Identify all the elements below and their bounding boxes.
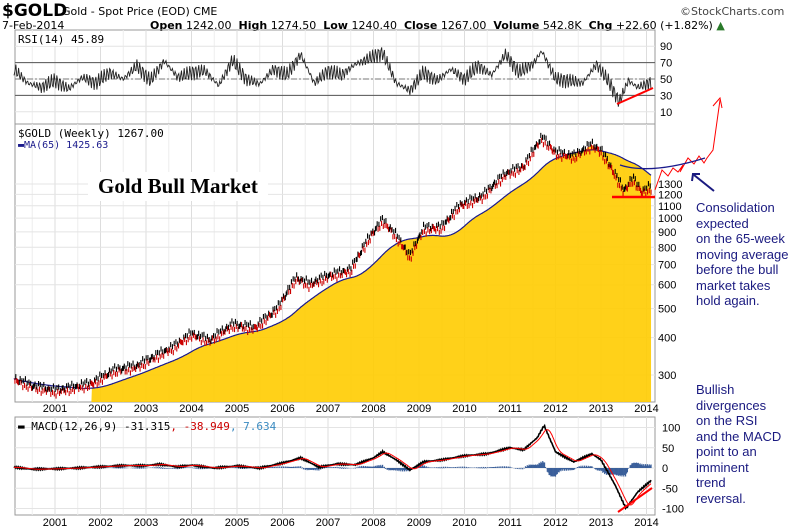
price-tick-label: 1100 — [658, 201, 682, 213]
price-tick-label: 800 — [658, 242, 676, 254]
x-tick-label-bottom: 2001 — [43, 517, 67, 529]
projection-arrowhead — [712, 96, 723, 109]
rsi-trendline — [616, 87, 654, 105]
price-tick-label: 700 — [658, 260, 676, 272]
pointer-arrowhead — [691, 173, 700, 182]
x-tick-label: 2001 — [43, 403, 67, 415]
rsi-legend: RSI(14) 45.89 — [18, 33, 105, 46]
x-tick-label: 2013 — [589, 403, 613, 415]
x-tick-label-bottom: 2012 — [543, 517, 567, 529]
watermark: ©StockCharts.com — [680, 5, 785, 18]
ma-line — [13, 149, 652, 390]
x-tick-label-bottom: 2004 — [179, 517, 203, 529]
pointer-arrow — [693, 174, 715, 192]
x-tick-label: 2010 — [452, 403, 476, 415]
rsi-tick-label: 90 — [660, 41, 672, 53]
price-tick-label: 1000 — [658, 213, 682, 225]
x-tick-label-bottom: 2008 — [361, 517, 385, 529]
x-tick-label: 2008 — [361, 403, 385, 415]
x-tick-label: 2005 — [225, 403, 249, 415]
ma-projection-curve — [619, 157, 706, 170]
price-tick-label: 300 — [658, 370, 676, 382]
price-tick-label: 900 — [658, 227, 676, 239]
projection-path — [654, 99, 721, 191]
macd-tick-label: -100 — [662, 504, 684, 516]
ma-legend: ▬MA(65) 1425.63 — [18, 140, 109, 151]
instrument-name: Gold - Spot Price (EOD) — [62, 5, 190, 18]
x-tick-label: 2012 — [543, 403, 567, 415]
exchange: CME — [193, 5, 218, 18]
macd-tick-label: -50 — [662, 483, 678, 495]
x-tick-label: 2011 — [498, 403, 522, 415]
ohlc-summary: Open 1242.00 High 1274.50 Low 1240.40 Cl… — [150, 19, 725, 32]
price-tick-label: 600 — [658, 280, 676, 292]
price-tick-label: 500 — [658, 303, 676, 315]
rsi-tick-label: 30 — [660, 90, 672, 102]
price-legend: $GOLD (Weekly) 1267.00 — [18, 127, 164, 140]
macd-legend: ▬ MACD(12,26,9) -31.315, -38.949, 7.634 — [18, 420, 277, 433]
price-area-fill — [91, 145, 652, 402]
macd-trendline — [617, 487, 653, 513]
rsi-tick-label: 70 — [660, 58, 672, 70]
x-tick-label-bottom: 2002 — [88, 517, 112, 529]
x-tick-label-bottom: 2005 — [225, 517, 249, 529]
symbol: $GOLD — [2, 1, 68, 21]
price-tick-label: 1200 — [658, 189, 682, 201]
rsi-tick-label: 50 — [660, 74, 672, 86]
x-tick-label: 2004 — [179, 403, 203, 415]
rsi-tick-label: 10 — [660, 107, 672, 119]
x-tick-label: 2003 — [134, 403, 158, 415]
macd-tick-label: 50 — [662, 443, 674, 455]
x-tick-label-bottom: 2013 — [589, 517, 613, 529]
macd-tick-label: 100 — [662, 423, 680, 435]
x-tick-label-bottom: 2006 — [270, 517, 294, 529]
x-tick-label-bottom: 2010 — [452, 517, 476, 529]
x-tick-label: 2007 — [316, 403, 340, 415]
chart-title: Gold Bull Market — [88, 172, 268, 201]
x-tick-label: 2006 — [270, 403, 294, 415]
x-tick-label: 2014 — [634, 403, 658, 415]
date: 7-Feb-2014 — [2, 19, 65, 32]
x-tick-label-bottom: 2009 — [407, 517, 431, 529]
price-tick-label: 400 — [658, 333, 676, 345]
x-tick-label-bottom: 2014 — [634, 517, 658, 529]
price-tick-label: 1300 — [658, 179, 682, 191]
x-tick-label-bottom: 2011 — [498, 517, 522, 529]
macd-signal-line — [13, 429, 652, 506]
x-tick-label-bottom: 2007 — [316, 517, 340, 529]
macd-tick-label: 0 — [662, 463, 668, 475]
rsi-line — [13, 47, 652, 107]
divergence-note: Bullish divergences on the RSI and the M… — [696, 382, 782, 506]
x-tick-label: 2002 — [88, 403, 112, 415]
consolidation-note: Consolidation expected on the 65-week mo… — [696, 200, 789, 308]
x-tick-label-bottom: 2003 — [134, 517, 158, 529]
x-tick-label: 2009 — [407, 403, 431, 415]
